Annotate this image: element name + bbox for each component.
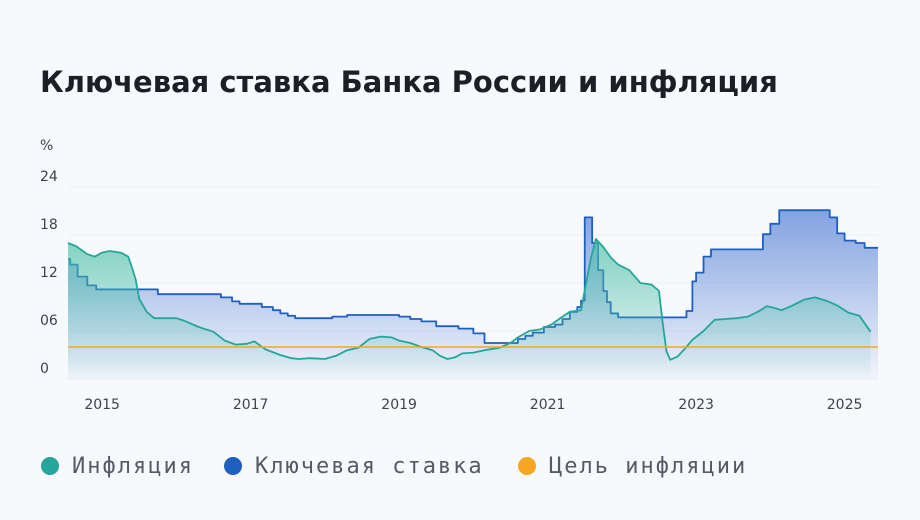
y-tick-label: 18 bbox=[40, 217, 58, 233]
x-tick-label: 2021 bbox=[530, 397, 566, 413]
legend-swatch bbox=[41, 457, 59, 475]
series-area bbox=[68, 239, 871, 379]
x-tick-label: 2023 bbox=[678, 397, 714, 413]
series-line bbox=[67, 238, 872, 361]
y-tick-label: 24 bbox=[40, 169, 58, 185]
legend-swatch bbox=[518, 457, 536, 475]
legend-label: Цель инфляции bbox=[549, 454, 747, 479]
x-tick-label: 2017 bbox=[233, 397, 269, 413]
legend-label: Ключевая ставка bbox=[255, 454, 484, 479]
x-tick-label: 2025 bbox=[827, 397, 863, 413]
y-tick-label: 0 bbox=[40, 361, 49, 377]
x-tick-label: 2019 bbox=[381, 397, 417, 413]
legend-label: Инфляция bbox=[72, 454, 194, 479]
y-tick-label: 06 bbox=[40, 313, 58, 329]
legend-swatch bbox=[224, 457, 242, 475]
x-tick-label: 2015 bbox=[84, 397, 120, 413]
chart-title: Ключевая ставка Банка России и инфляция bbox=[40, 65, 778, 99]
y-axis-label: % bbox=[40, 138, 53, 154]
series-area bbox=[68, 210, 878, 379]
y-tick-label: 12 bbox=[40, 265, 58, 281]
